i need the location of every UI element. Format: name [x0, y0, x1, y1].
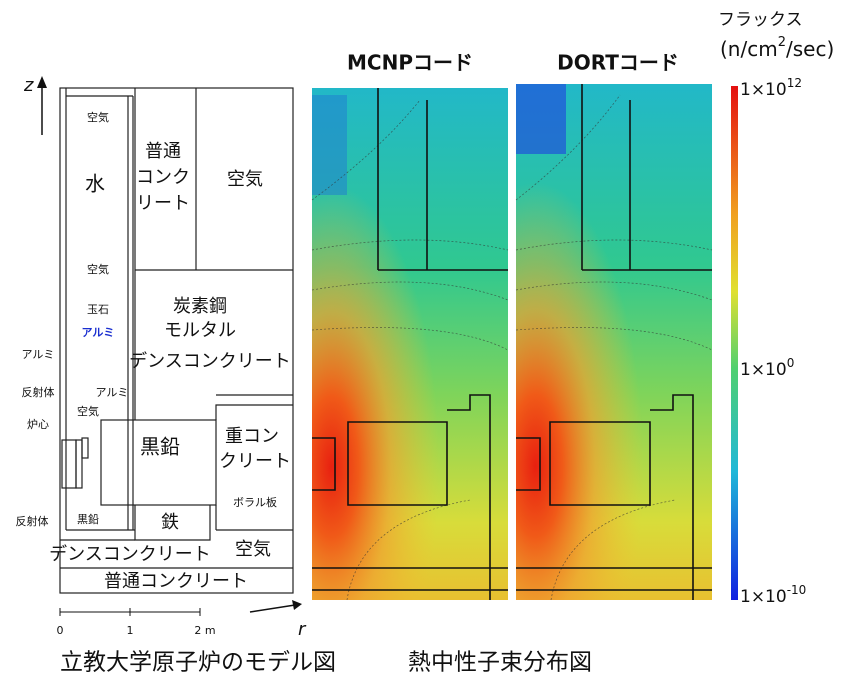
panel-title: DORTコード	[557, 51, 679, 75]
tick-base: 1×10	[740, 360, 787, 380]
scale-label: 1	[127, 624, 134, 637]
unit-part: /sec)	[786, 37, 834, 61]
caption: 立教大学原子炉のモデル図	[60, 650, 336, 676]
tick-base: 1×10	[740, 80, 787, 100]
region-label: 普通コンクリート	[104, 571, 248, 592]
region-label: アルミ	[22, 348, 55, 361]
region-label: コンク	[136, 167, 190, 188]
caption: 熱中性子束分布図	[408, 650, 592, 676]
region-label: 空気	[87, 110, 109, 124]
region-label: 炭素鋼	[173, 296, 227, 317]
air-box	[81, 437, 89, 459]
region-label: アルミ	[82, 326, 115, 339]
colorbar-tick-label: 1×10-10	[740, 583, 806, 608]
region-label: 水	[85, 172, 105, 196]
region-label: 反射体	[22, 385, 55, 399]
colorbar-title: フラックス	[718, 10, 803, 30]
z-arrow-head	[37, 76, 47, 88]
region-label: 重コン	[225, 426, 279, 447]
region-label: 空気	[235, 539, 271, 560]
region-label: クリート	[219, 451, 291, 472]
region-label: 空気	[87, 262, 109, 276]
tick-exponent: -10	[787, 583, 807, 597]
heatmap-dort: DORTコード	[515, 51, 713, 601]
region-label: モルタル	[164, 320, 236, 341]
region-label: デンスコンクリート	[129, 351, 291, 372]
region-label: ボラル板	[233, 495, 277, 509]
region-label: 黒鉛	[140, 435, 180, 459]
flux-lowspot	[312, 95, 347, 195]
flux-hotspot	[516, 84, 712, 600]
wall-line	[134, 505, 211, 541]
scale-label: 0	[57, 624, 64, 637]
contour	[515, 94, 713, 601]
contour	[311, 99, 509, 601]
colorbar-tick-label: 1×1012	[740, 76, 802, 101]
unit-part: (n/cm	[720, 37, 778, 61]
r-arrow	[249, 604, 296, 613]
region-label: リート	[136, 193, 190, 214]
z-label: z	[23, 75, 34, 96]
model-diagram: z 空気 水 普通 コンク リート 空気 空気 玉石 アルミ 炭素鋼 モルタル …	[16, 75, 308, 640]
region-label: アルミ	[96, 386, 129, 399]
region-label: 反射体	[16, 514, 49, 528]
r-arrow-head	[292, 600, 302, 610]
panel-title: MCNPコード	[347, 51, 473, 75]
graphite-block	[100, 419, 217, 506]
region-label: 空気	[77, 404, 99, 418]
region-label: 玉石	[87, 303, 109, 316]
r-label: r	[298, 619, 307, 640]
tick-exponent: 0	[787, 356, 795, 370]
region-label: 空気	[227, 169, 263, 190]
tick-exponent: 12	[787, 76, 802, 90]
colorbar-unit: (n/cm2/sec)	[720, 35, 834, 61]
core-box	[61, 439, 77, 489]
structure	[312, 88, 508, 600]
region-label: 黒鉛	[77, 512, 99, 526]
wall-line	[215, 404, 293, 420]
colorbar-tick-label: 1×100	[740, 356, 794, 381]
flux-lowspot	[516, 84, 566, 154]
structure	[516, 84, 712, 600]
region-label: 鉄	[161, 512, 179, 533]
outer-frame	[59, 87, 294, 594]
reflector-box	[75, 439, 83, 489]
unit-exponent: 2	[778, 35, 786, 50]
region-label: デンスコンクリート	[49, 544, 211, 565]
colorbar-scale	[731, 86, 738, 600]
region-label: 普通	[145, 141, 181, 162]
heatmap-mcnp: MCNPコード	[311, 51, 509, 601]
tick-base: 1×10	[740, 587, 787, 607]
colorbar: フラックス (n/cm2/sec) 1×1012 1×100 1×10-10	[718, 10, 834, 607]
scale-label: 2 m	[194, 624, 215, 637]
region-label: 炉心	[27, 418, 49, 431]
